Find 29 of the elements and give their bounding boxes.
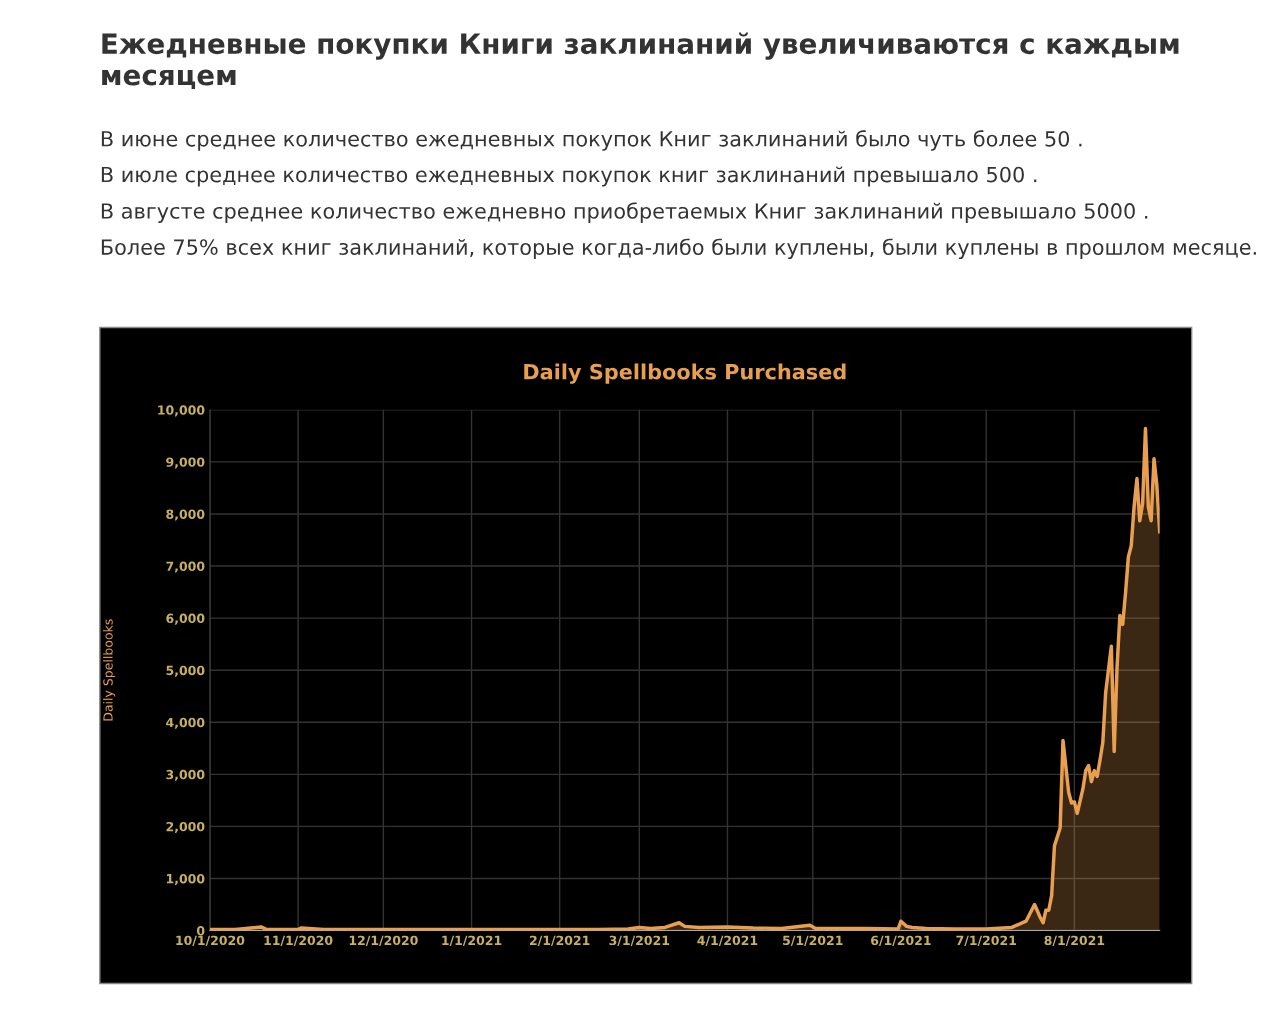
text: В июне среднее количество ежедневных покупок Книг заклинаний было чуть более 50 . <box>101 130 1082 151</box>
x-tick-label: 3/1/2021 <box>609 935 670 947</box>
y-tick-label: 1,000 <box>166 873 205 886</box>
y-tick-label: 9,000 <box>166 457 205 469</box>
chart-title: Daily Spellbooks Purchased <box>524 363 846 384</box>
text: Ежедневные покупки Книги заклинаний увеличиваются с каждым месяцем <box>102 32 1179 89</box>
y-tick-label: 6,000 <box>166 613 205 625</box>
x-tick-label: 11/1/2020 <box>264 935 333 947</box>
x-tick-label: 12/1/2020 <box>349 935 418 947</box>
y-tick-label: 2,000 <box>166 821 205 833</box>
text: В августе среднее количество ежедневно приобретаемых Книг заклинаний превышало 5000 . <box>101 202 1148 223</box>
y-tick-label: 0 <box>196 926 205 936</box>
x-tick-label: 7/1/2021 <box>956 935 1017 947</box>
y-tick-label: 8,000 <box>166 509 205 521</box>
x-tick-label: 2/1/2021 <box>530 935 590 947</box>
x-tick-label: 6/1/2021 <box>871 935 931 947</box>
x-tick-label: 5/1/2021 <box>783 935 843 947</box>
y-axis-title: Daily Spellbooks <box>103 619 116 721</box>
x-tick-label: 1/1/2021 <box>442 935 502 947</box>
y-tick-label: 10,000 <box>158 405 205 417</box>
text: В июле среднее количество ежедневных покупок книг заклинаний превышало 500 . <box>101 166 1037 187</box>
x-tick-label: 4/1/2021 <box>697 935 758 947</box>
x-tick-label: 8/1/2021 <box>1044 935 1105 947</box>
y-tick-label: 4,000 <box>166 717 205 729</box>
x-tick-label: 10/1/2020 <box>176 935 245 947</box>
y-tick-label: 3,000 <box>166 769 205 781</box>
text: Более 75% всех книг заклинаний, которые когда-либо были куплены, были куплены в прошлом месяце. <box>101 238 1256 259</box>
y-tick-label: 7,000 <box>166 561 205 573</box>
y-tick-label: 5,000 <box>166 665 205 677</box>
